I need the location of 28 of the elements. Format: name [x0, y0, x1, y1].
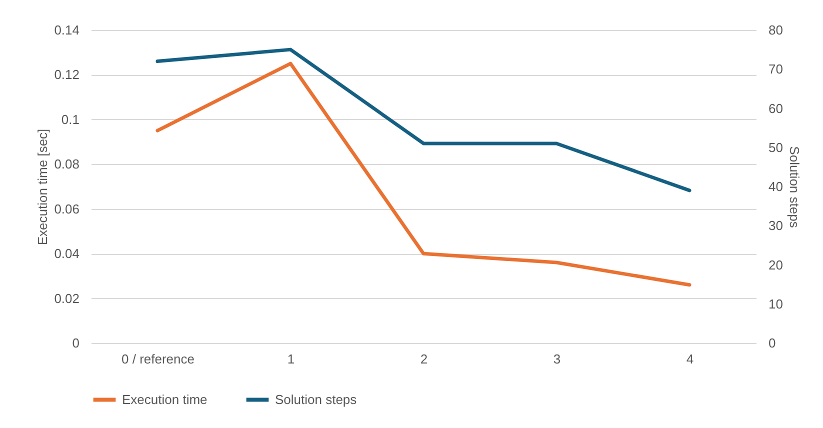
y2-tick-label: 20 [768, 257, 783, 272]
y2-axis-title: Solution steps [786, 146, 802, 228]
y-tick-label: 0.06 [54, 201, 80, 216]
y-tick-label: 0.04 [54, 246, 80, 262]
line-series [156, 62, 692, 287]
line-series [156, 48, 692, 192]
legend-label: Execution time [122, 392, 208, 407]
x-tick-label: 3 [553, 352, 561, 366]
y-tick-label: 0 [72, 336, 80, 350]
x-tick-label: 4 [686, 352, 694, 366]
y2-tick-label: 50 [768, 140, 783, 155]
y2-tick-label: 40 [768, 179, 783, 194]
legend-label: Solution steps [275, 392, 358, 407]
y-axis-title: Execution time [sec] [35, 128, 50, 246]
x-tick-label: 1 [287, 352, 295, 366]
y-tick-label: 0.14 [54, 22, 80, 38]
y2-tick-label: 0 [768, 336, 776, 350]
y-tick-label: 0.08 [54, 156, 80, 172]
x-tick-label: 0 / reference [122, 352, 194, 366]
x-tick-label: 2 [420, 352, 428, 366]
y2-tick-label: 30 [768, 218, 783, 234]
y-tick-label: 0.02 [54, 290, 80, 306]
y2-tick-label: 60 [768, 100, 783, 116]
y2-tick-label: 10 [768, 296, 783, 312]
y-tick-label: 0.1 [61, 112, 80, 127]
y-tick-label: 0.12 [54, 67, 80, 82]
y2-tick-label: 80 [768, 22, 783, 38]
y2-tick-label: 70 [768, 62, 783, 77]
